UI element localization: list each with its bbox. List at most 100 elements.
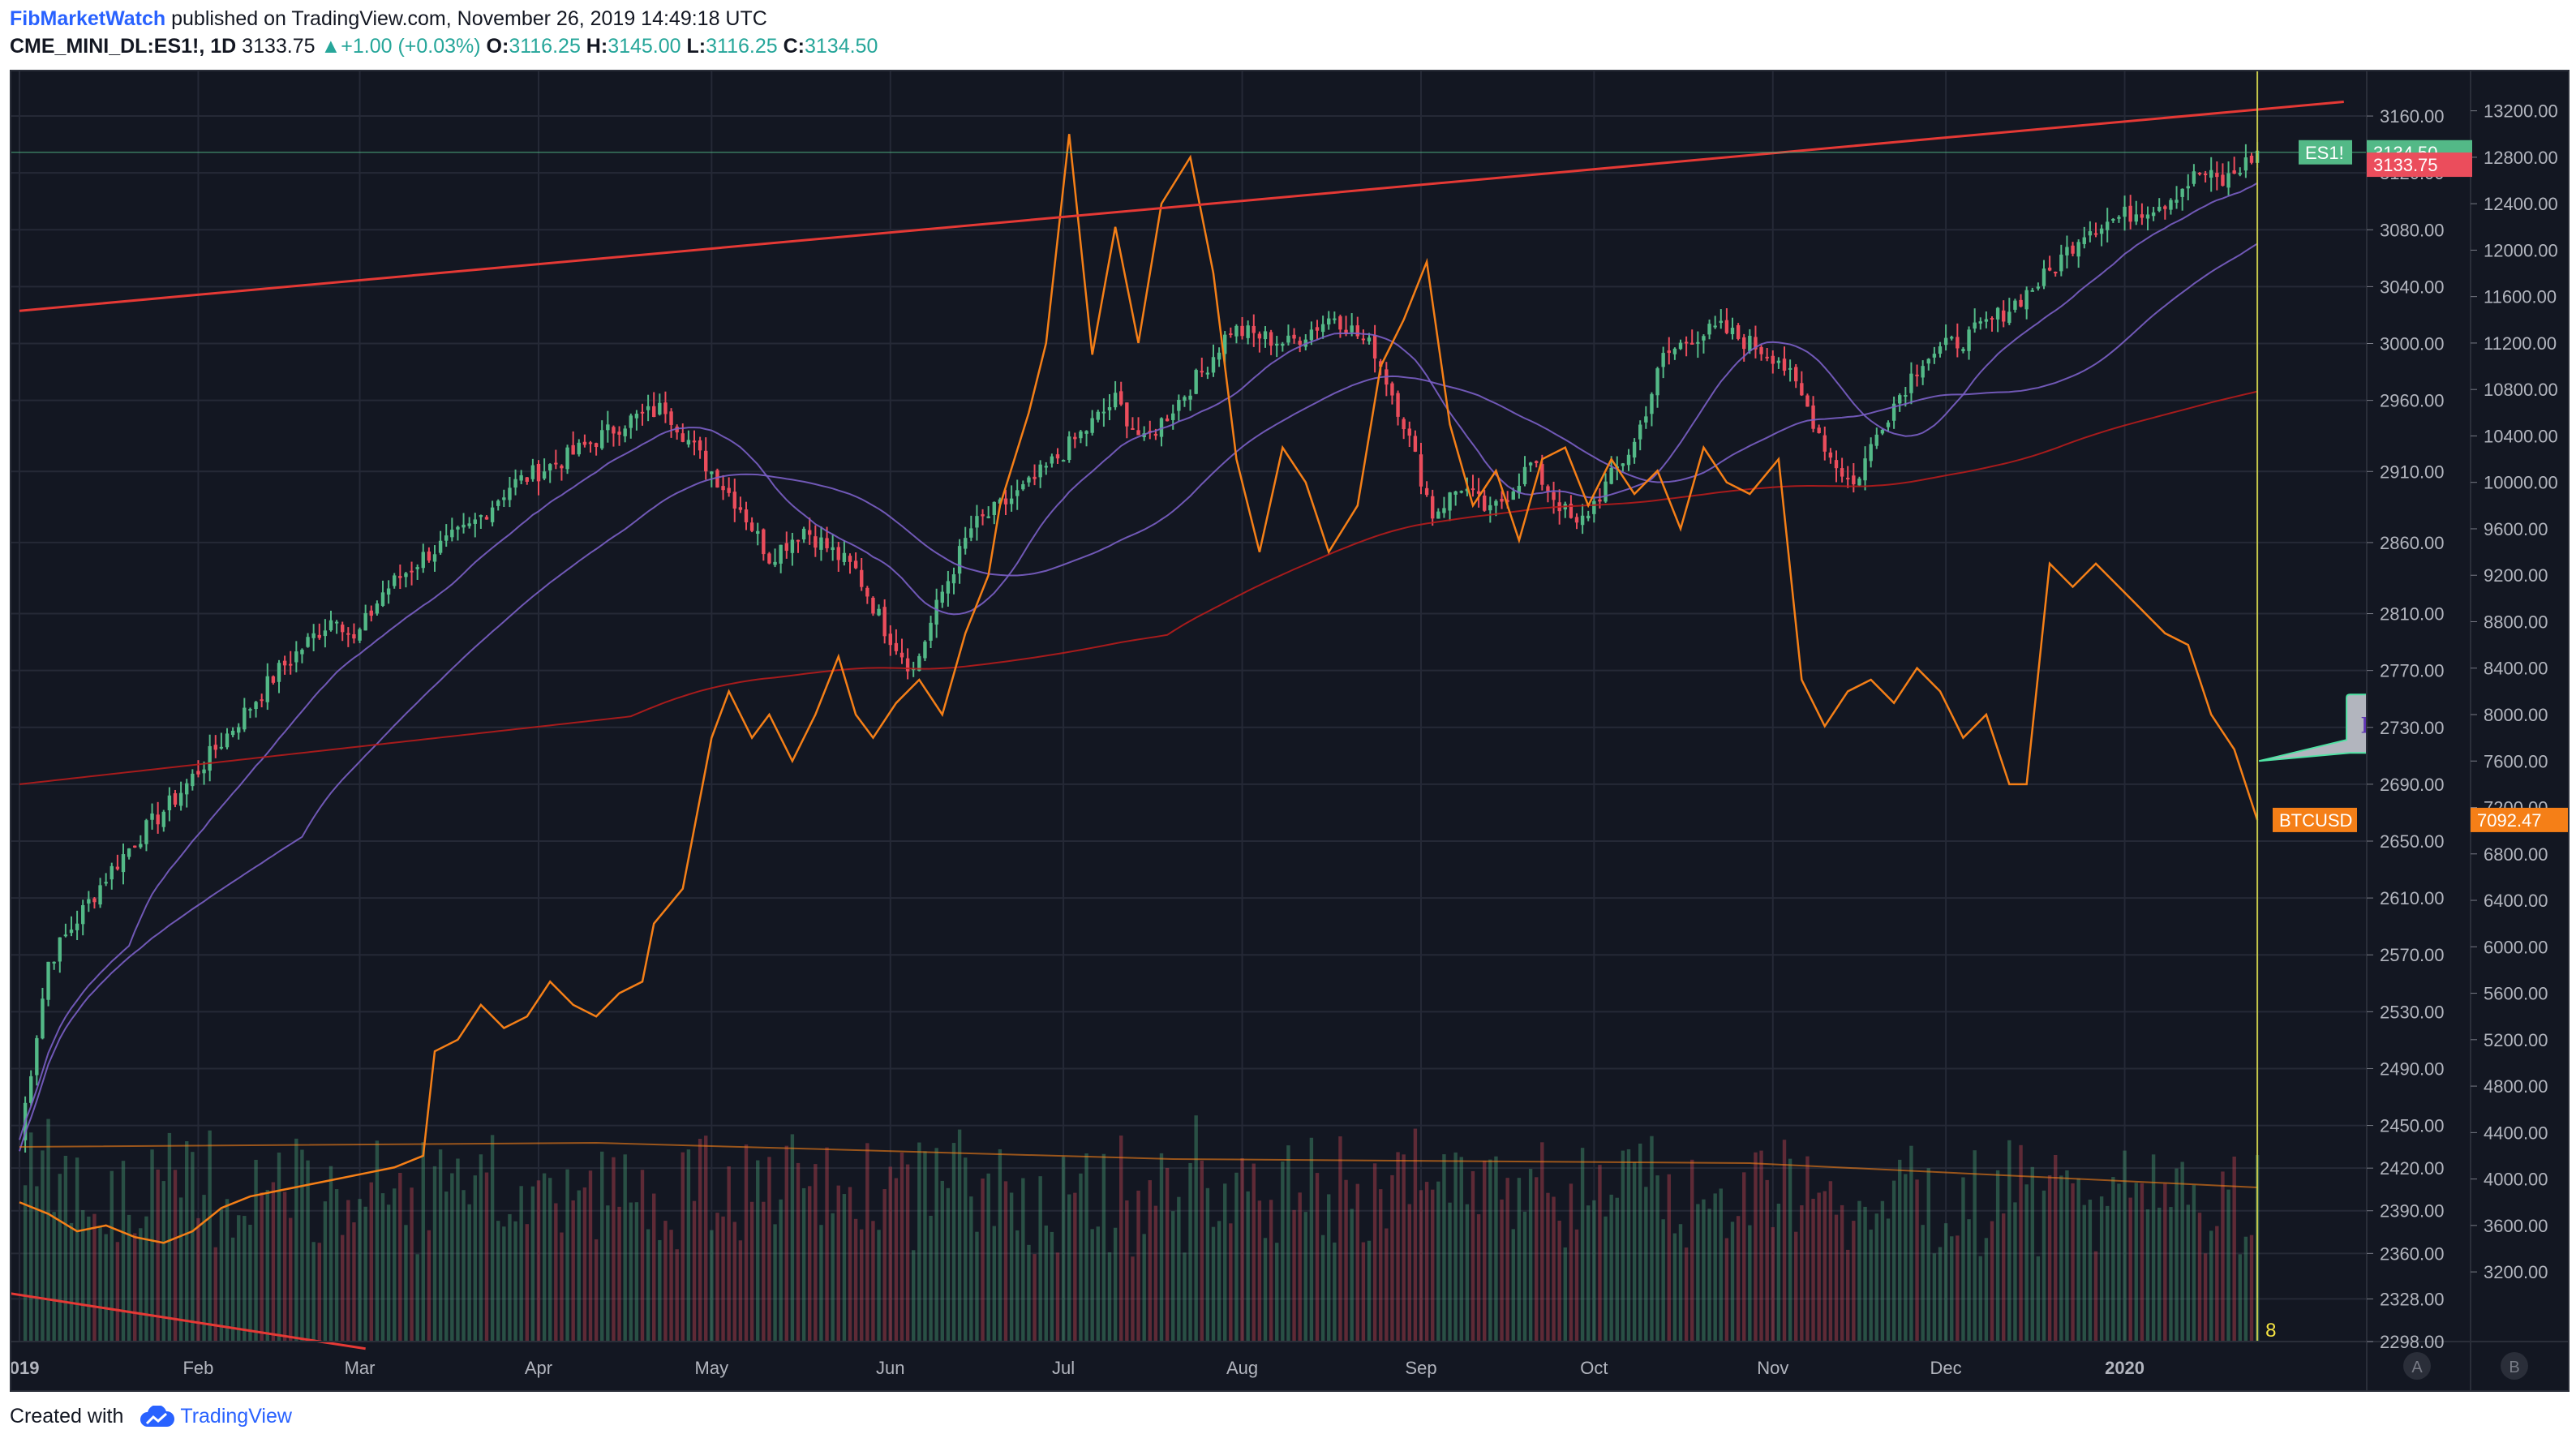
time-axis-tick-label: Feb xyxy=(182,1358,213,1378)
volume-bar xyxy=(1021,1178,1025,1342)
volume-bar xyxy=(1269,1200,1273,1342)
volume-bar xyxy=(237,1215,241,1342)
volume-bar xyxy=(2197,1213,2202,1342)
volume-bar xyxy=(2071,1183,2075,1342)
volume-bar xyxy=(1079,1173,1083,1342)
volume-bar xyxy=(1626,1149,1631,1342)
volume-bar xyxy=(1805,1156,1810,1342)
candle-body xyxy=(1153,433,1158,436)
volume-bar xyxy=(565,1169,569,1342)
time-axis-tick-label: Jun xyxy=(876,1358,904,1378)
volume-bar xyxy=(640,1170,645,1342)
volume-bar xyxy=(98,1226,102,1342)
candle-body xyxy=(727,487,731,493)
candle-body xyxy=(819,537,823,550)
candle-body xyxy=(1724,320,1729,333)
volume-bar xyxy=(2209,1230,2213,1342)
volume-bar xyxy=(1926,1168,1930,1342)
volume-bar xyxy=(594,1239,599,1342)
volume-bar xyxy=(530,1186,535,1342)
candle-body xyxy=(1125,402,1129,427)
tradingview-link[interactable]: TradingView xyxy=(131,1405,292,1428)
candle-body xyxy=(2013,300,2017,310)
volume-bar xyxy=(612,1157,616,1342)
volume-bar xyxy=(1828,1181,1833,1342)
candle-body xyxy=(1730,328,1735,335)
volume-bar xyxy=(1638,1143,1642,1342)
candle-body xyxy=(1327,318,1331,325)
candle-body xyxy=(2180,188,2184,197)
volume-bar xyxy=(1338,1136,1342,1342)
candle-body xyxy=(571,444,575,455)
candle-body xyxy=(796,539,801,542)
volume-bar xyxy=(1909,1145,1913,1342)
price-chart[interactable]: 8D3160.003120.003080.003040.003000.00296… xyxy=(11,71,2568,1390)
candle-body xyxy=(415,567,419,569)
created-with-text: Created with xyxy=(10,1405,124,1428)
volume-bar xyxy=(1528,1169,1533,1342)
candle-body xyxy=(1834,460,1839,469)
right-axis-tick-label: 11600.00 xyxy=(2484,287,2557,307)
candle-body xyxy=(1407,428,1411,436)
candle-body xyxy=(1246,325,1250,338)
candle-body xyxy=(311,633,316,638)
volume-bar xyxy=(2128,1197,2132,1342)
left-axis-tick-label: 2450.00 xyxy=(2380,1116,2445,1136)
candle-body xyxy=(1350,325,1354,333)
last-price: 3133.75 xyxy=(242,35,316,58)
candle-body xyxy=(334,621,339,624)
volume-bar xyxy=(1246,1191,1250,1342)
volume-bar xyxy=(715,1213,719,1342)
volume-bar xyxy=(1453,1152,1458,1342)
candle-body xyxy=(646,406,650,410)
candle-body xyxy=(1840,468,1844,477)
volume-bar xyxy=(1396,1152,1400,1342)
candle-body xyxy=(1904,395,1908,397)
axis-button-A[interactable] xyxy=(2403,1352,2431,1380)
volume-bar xyxy=(133,1233,137,1342)
candle-body xyxy=(1926,359,1930,364)
candle-body xyxy=(658,402,662,415)
candle-body xyxy=(432,554,437,562)
volume-bar xyxy=(975,1231,979,1342)
candle-body xyxy=(1171,413,1175,420)
candle-body xyxy=(1535,461,1539,463)
axis-button-B[interactable] xyxy=(2501,1352,2528,1380)
candle-body xyxy=(1782,359,1787,371)
candle-body xyxy=(981,514,985,517)
volume-bar xyxy=(294,1138,298,1342)
candle-body xyxy=(710,471,714,474)
volume-bar xyxy=(1459,1157,1463,1342)
volume-bar xyxy=(1621,1150,1625,1342)
volume-bar xyxy=(2157,1207,2162,1342)
volume-bar xyxy=(1650,1136,1654,1342)
author-link[interactable]: FibMarketWatch xyxy=(10,7,166,30)
time-axis-tick-label: Jul xyxy=(1052,1358,1075,1378)
tradingview-cloud-icon xyxy=(140,1405,175,1427)
candle-body xyxy=(92,898,97,903)
volume-bar xyxy=(317,1243,321,1342)
volume-bar xyxy=(623,1154,627,1342)
volume-bar xyxy=(2065,1170,2069,1342)
candle-body xyxy=(375,603,380,614)
right-axis-tick-label: 5600.00 xyxy=(2484,984,2548,1004)
volume-bar xyxy=(191,1152,195,1342)
volume-bar xyxy=(260,1192,264,1342)
candle-body xyxy=(2134,214,2138,222)
volume-bar xyxy=(1298,1192,1302,1342)
volume-bar xyxy=(1644,1187,1648,1342)
candle-body xyxy=(1978,321,1982,324)
volume-bar xyxy=(1904,1174,1908,1342)
candle-body xyxy=(2186,186,2190,189)
candle-body xyxy=(473,519,477,524)
candle-body xyxy=(1915,374,1919,376)
candle-body xyxy=(156,814,160,825)
volume-bar xyxy=(271,1182,276,1342)
volume-bar xyxy=(1956,1235,1960,1342)
volume-bar xyxy=(1667,1174,1671,1342)
candle-body xyxy=(2221,174,2225,186)
candle-body xyxy=(1672,348,1677,354)
candle-body xyxy=(1003,498,1008,505)
chart-frame[interactable]: 8D3160.003120.003080.003040.003000.00296… xyxy=(10,70,2570,1392)
volume-bar xyxy=(692,1200,697,1342)
